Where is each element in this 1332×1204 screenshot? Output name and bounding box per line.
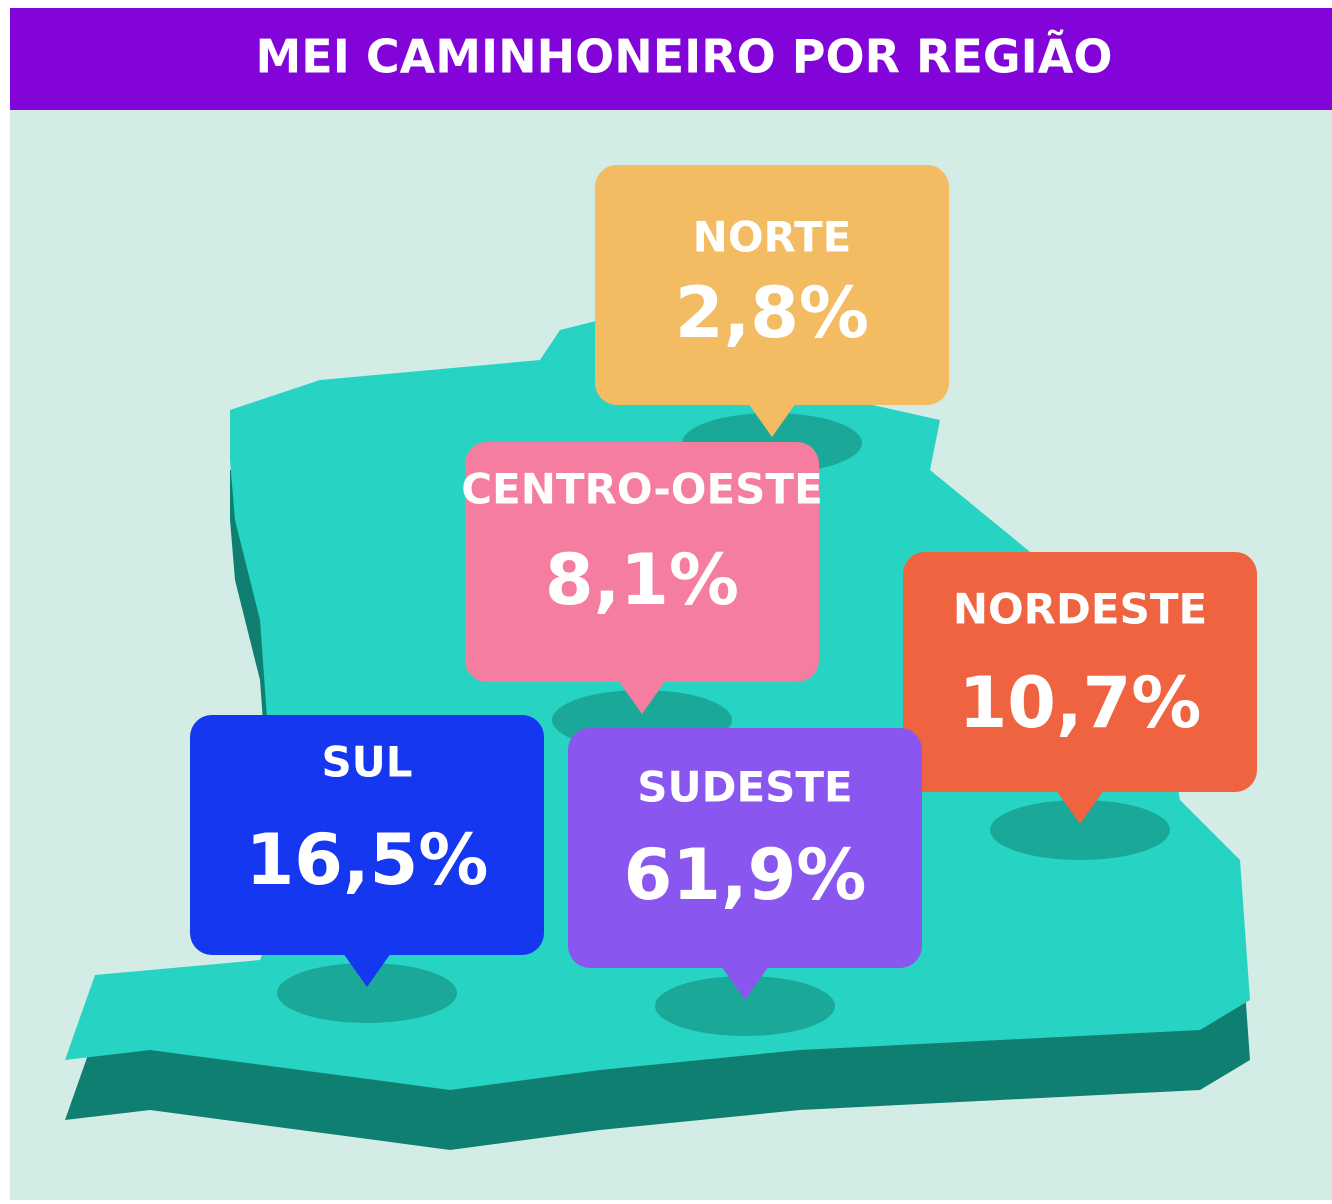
region-box	[595, 165, 949, 405]
pin-shadow	[277, 963, 457, 1023]
region-share: 16,5%	[246, 819, 489, 901]
box-pointer	[618, 680, 666, 714]
box-pointer	[748, 403, 796, 437]
pin-shadow	[990, 800, 1170, 860]
region-box	[903, 552, 1257, 792]
header-bar	[10, 8, 1332, 110]
region-share: 10,7%	[959, 662, 1202, 744]
box-pointer	[343, 953, 391, 987]
region-name: NORDESTE	[953, 585, 1207, 634]
region-box	[568, 728, 922, 968]
region-name: SUDESTE	[637, 763, 853, 812]
region-boxes: NORTE 2,8% CENTRO-OESTE 8,1% NORDESTE 10,7% SU…	[190, 165, 1257, 1036]
region-box	[465, 442, 819, 682]
region-box	[190, 715, 544, 955]
pin-shadow	[655, 976, 835, 1036]
region-name: CENTRO-OESTE	[461, 465, 823, 514]
region-share: 8,1%	[545, 539, 739, 621]
region-share: 61,9%	[624, 834, 867, 916]
region-share: 2,8%	[675, 272, 869, 354]
box-pointer	[1056, 790, 1104, 824]
region-name: SUL	[321, 738, 412, 787]
box-pointer	[721, 966, 769, 1000]
title: MEI CAMINHONEIRO POR REGIÃO	[256, 29, 1113, 84]
region-name: NORTE	[693, 213, 852, 262]
